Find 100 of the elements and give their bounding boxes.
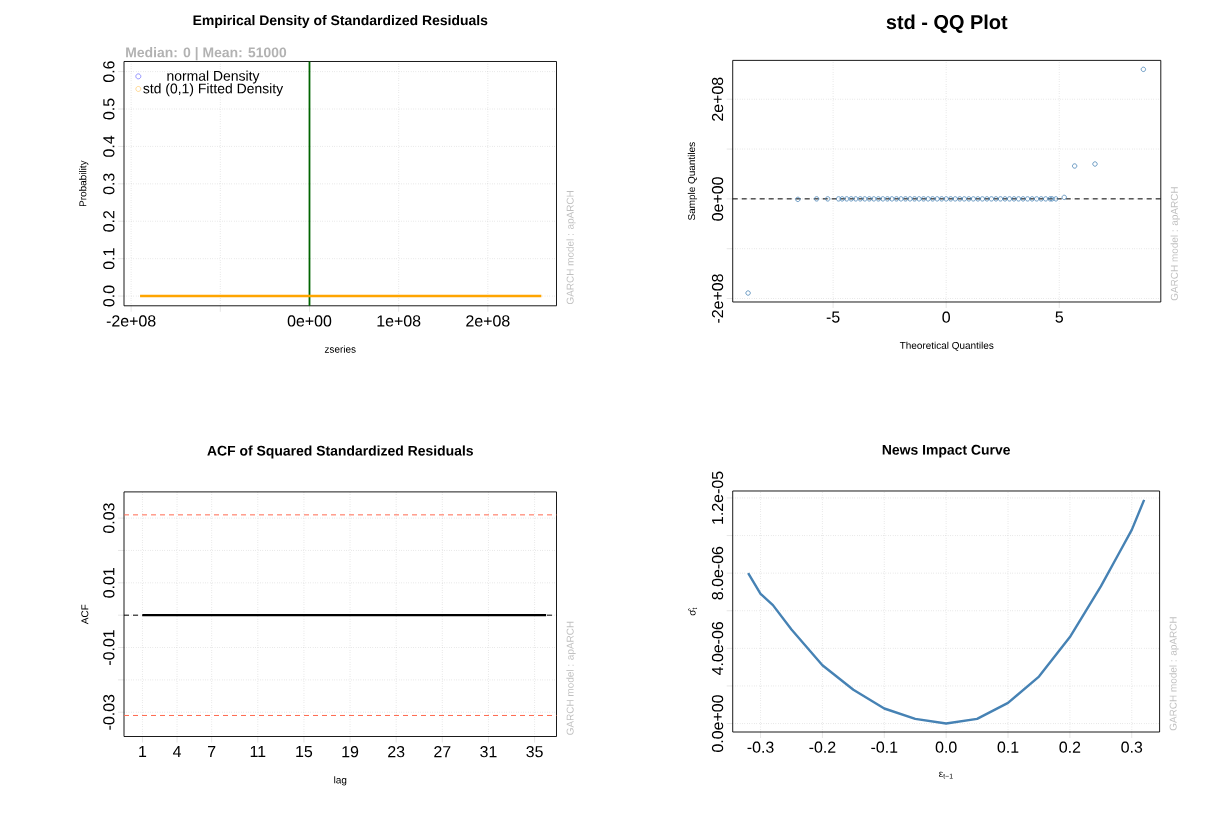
x-tick-label: -0.1 (871, 741, 898, 753)
point (1038, 196, 1044, 202)
point (984, 196, 990, 202)
point (835, 196, 842, 202)
point (1020, 196, 1026, 202)
y-tick-label: 0.0 (103, 285, 115, 307)
point (889, 196, 895, 202)
text: GARCH model : apARCH (566, 191, 576, 305)
x-tick-label: 19 (342, 746, 359, 758)
y-tick-label: 0.2 (103, 210, 115, 232)
legend-label: std (0,1) Fitted Density (143, 83, 284, 97)
chart-title: ACF of Squared Standardized Residuals (207, 445, 473, 459)
point (916, 196, 922, 202)
x-tick-label: -0.3 (747, 741, 774, 753)
point (957, 196, 963, 202)
point (993, 196, 999, 202)
point (1025, 196, 1031, 202)
y-tick-label: 0.01 (103, 568, 115, 598)
x-tick-label: 5 (1055, 311, 1064, 323)
point (948, 196, 954, 202)
x-tick-label: 1e+08 (377, 315, 421, 327)
x-tick-label: 11 (250, 746, 266, 757)
chart-subtitle: Median: 0 | Mean: 51000 (126, 47, 287, 61)
point (871, 196, 877, 202)
point (1072, 163, 1078, 169)
point (839, 196, 845, 202)
x-tick-label: 15 (296, 746, 313, 758)
point (911, 196, 918, 202)
legend-label: normal Density (167, 70, 260, 84)
point (1006, 196, 1013, 202)
point (825, 196, 831, 202)
point (902, 196, 909, 202)
point (966, 196, 972, 202)
point (853, 196, 859, 202)
point (1092, 161, 1098, 167)
y-tick-label: 0.4 (103, 135, 115, 157)
point (1029, 196, 1035, 202)
point (1061, 194, 1067, 200)
x-tick-label: 0.0 (935, 741, 957, 753)
point (875, 196, 881, 202)
x-tick-label: 0 (942, 311, 950, 323)
text: GARCH model : apARCH (1169, 617, 1179, 731)
point (884, 196, 890, 202)
y-axis-title: σ̂$_{t}$ (688, 607, 698, 616)
point (893, 196, 900, 202)
x-axis-title: Theoretical Quantiles (899, 341, 994, 351)
x-tick-label: 0.1 (997, 741, 1019, 753)
point (745, 290, 751, 296)
point (934, 196, 940, 202)
point (866, 196, 872, 202)
y-tick-label: 4.0e-06 (711, 622, 724, 676)
point (930, 196, 936, 202)
point (988, 196, 995, 202)
x-tick-label: 7 (208, 746, 216, 757)
y-tick-label: 0.0e+00 (711, 695, 724, 752)
point (952, 196, 958, 202)
line-series (746, 498, 1146, 725)
x-tick-label: 2e+08 (466, 315, 510, 327)
point (844, 196, 850, 202)
point (1043, 196, 1049, 202)
chart-title: Empirical Density of Standardized Residuals (193, 14, 488, 28)
y-tick-label: 8.0e-06 (711, 546, 724, 600)
text: GARCH model : apARCH (1170, 187, 1180, 301)
point (1015, 196, 1022, 202)
point (979, 196, 985, 202)
point (975, 196, 981, 202)
point (970, 196, 976, 202)
point (943, 196, 949, 202)
x-tick-label: 31 (480, 746, 497, 758)
text: GARCH model : apARCH (566, 621, 576, 735)
point (795, 196, 801, 202)
point (961, 196, 967, 202)
y-axis-title: ACF (81, 604, 89, 625)
x-tick-label: 4 (172, 746, 182, 757)
x-tick-label: 0.3 (1121, 741, 1143, 753)
x-tick-label: 23 (388, 746, 405, 758)
point (925, 196, 931, 202)
point (1034, 196, 1040, 202)
y-axis-title: Probability (79, 160, 89, 207)
x-axis-title: zseries (324, 345, 356, 353)
y-tick-label: 0e+00 (711, 177, 724, 221)
x-tick-label: 0e+00 (287, 315, 332, 327)
point (898, 196, 904, 202)
point (862, 196, 868, 202)
chart-title: News Impact Curve (882, 444, 1010, 458)
x-tick-label: 27 (434, 746, 451, 758)
y-tick-label: -0.03 (103, 694, 115, 730)
x-tick-label: 1 (139, 746, 147, 757)
x-axis-title: ε$_{t−1}$ (939, 771, 953, 779)
y-tick-label: 2e+08 (711, 77, 724, 121)
y-tick-label: 0.6 (103, 61, 115, 83)
x-tick-label: -0.2 (809, 741, 836, 753)
point (1002, 196, 1008, 202)
y-axis-title: Sample Quantiles (687, 142, 698, 221)
y-tick-label: -0.01 (103, 630, 115, 665)
point (857, 196, 863, 202)
y-tick-label: 0.5 (103, 98, 115, 120)
point (1011, 196, 1017, 202)
point (1140, 66, 1146, 72)
point (880, 196, 886, 202)
